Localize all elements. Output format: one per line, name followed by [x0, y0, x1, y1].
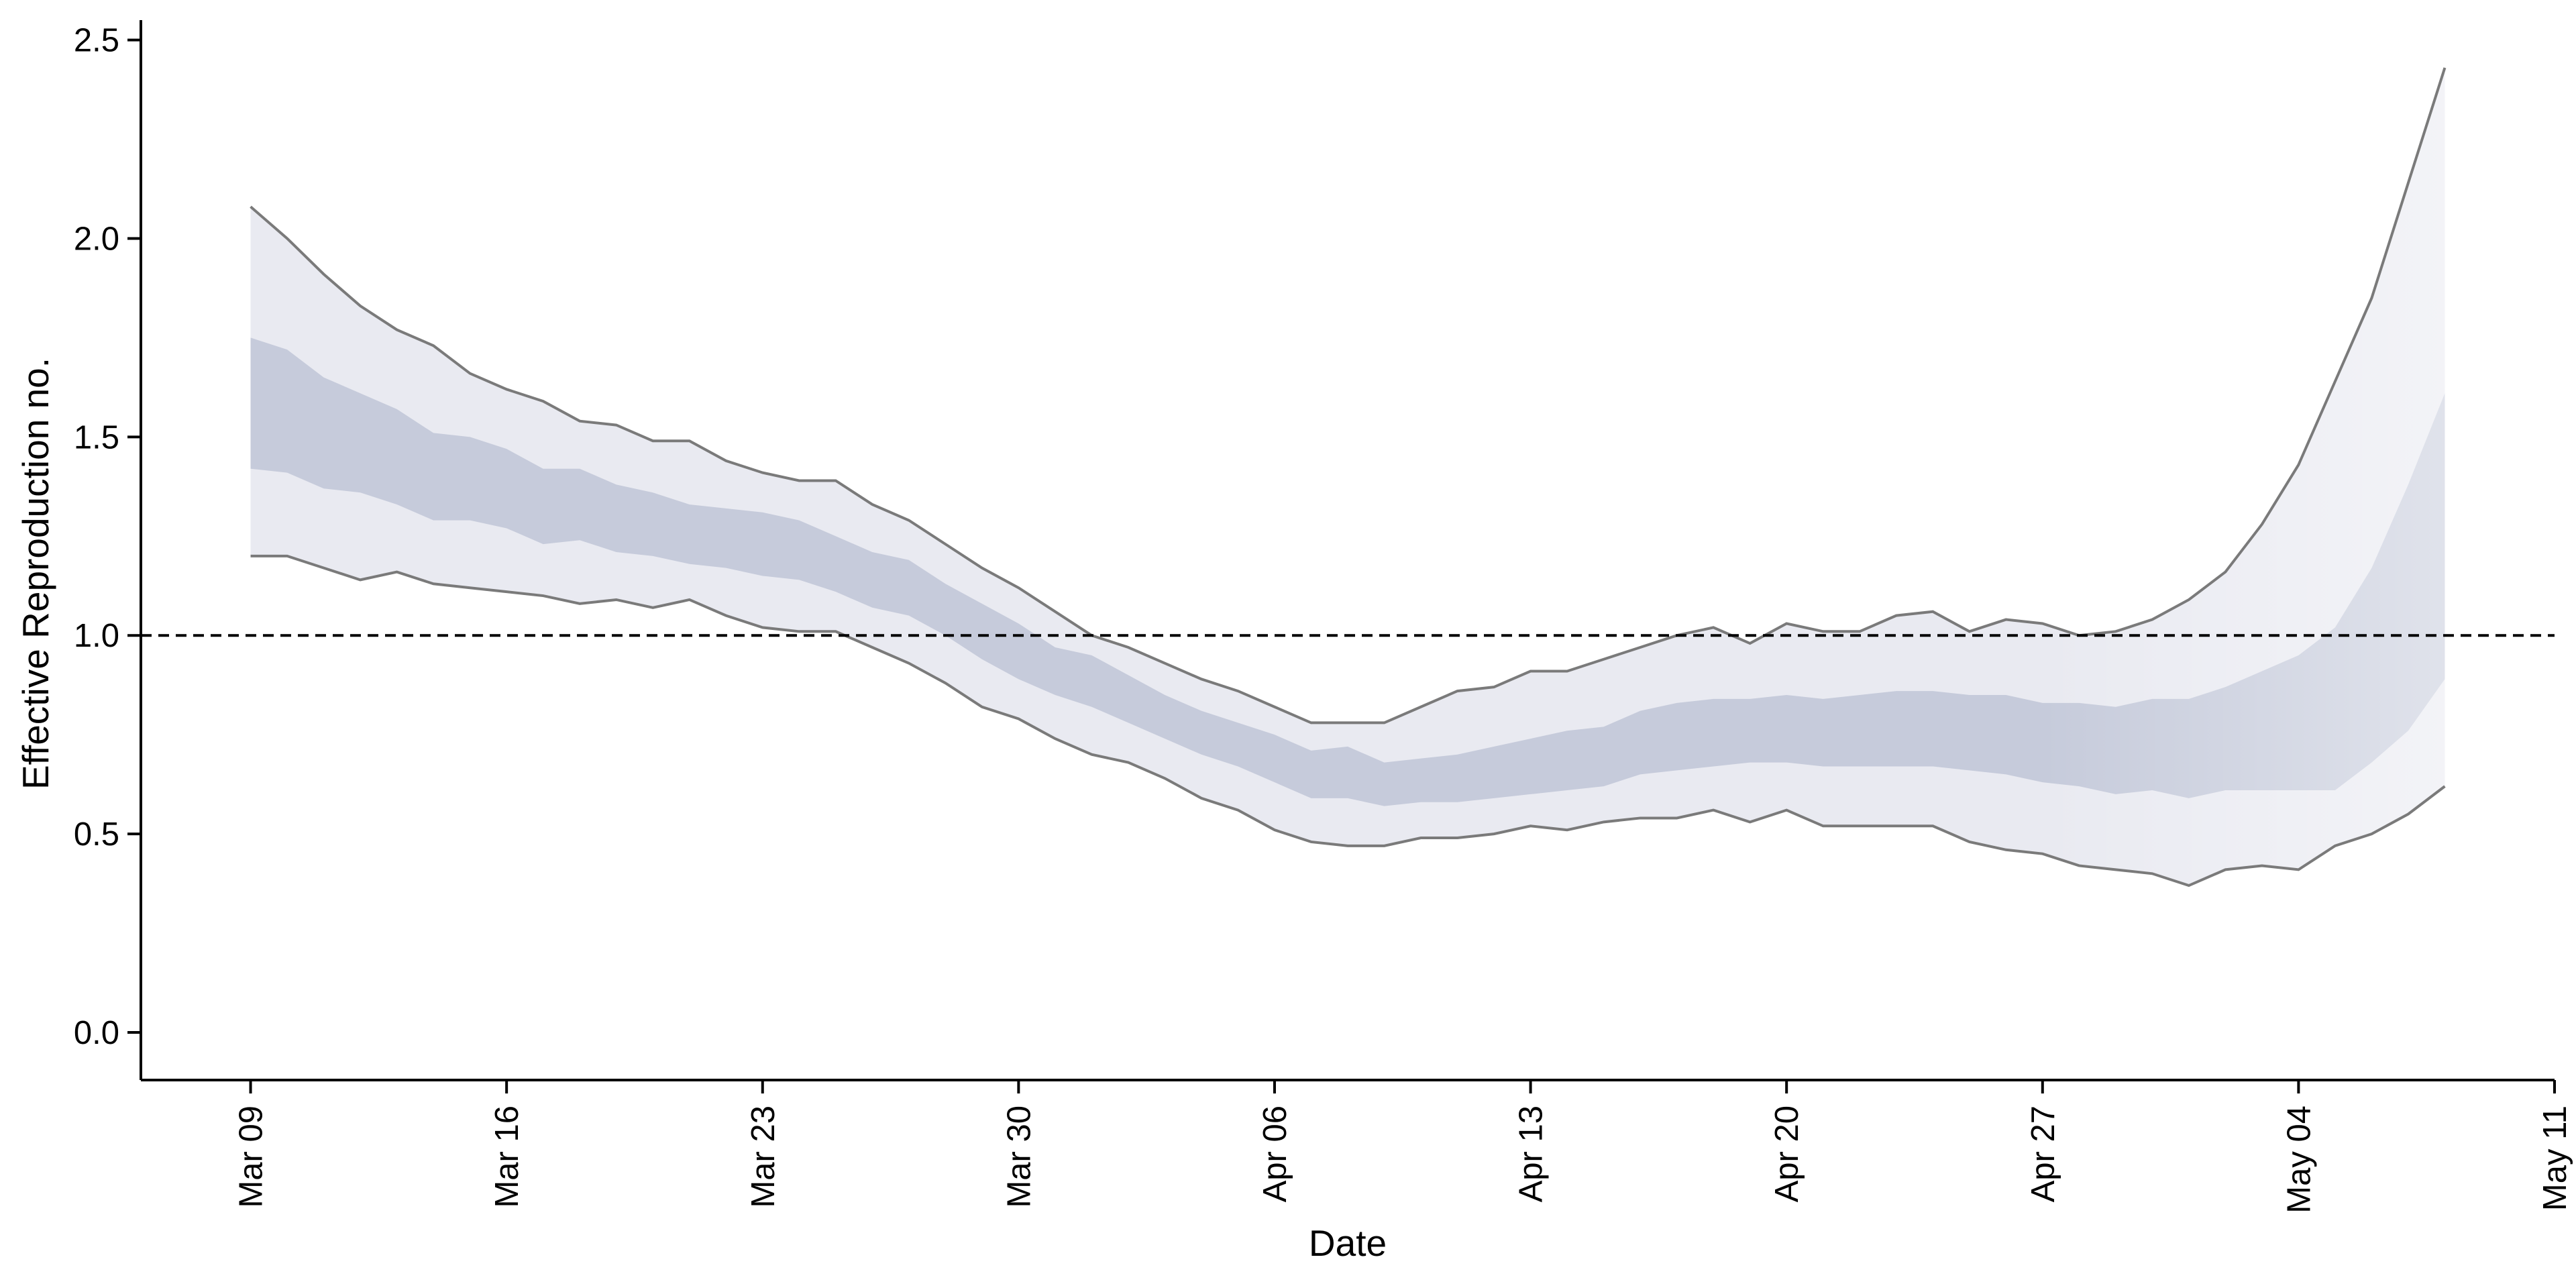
x-tick-label: Mar 09 [233, 1106, 270, 1208]
y-tick-label: 2.5 [74, 23, 119, 59]
x-tick-label: May 11 [2537, 1106, 2573, 1211]
y-axis-ticks: 0.0 0.5 1.0 1.5 2.0 2.5 [74, 23, 141, 1051]
y-tick-label: 1.0 [74, 618, 119, 654]
x-tick-label: Apr 20 [1769, 1106, 1805, 1202]
x-tick-label: May 04 [2281, 1106, 2317, 1214]
x-axis-ticks: Mar 09 Mar 16 Mar 23 Mar 30 Apr 06 Apr 13 Apr … [233, 1080, 2573, 1214]
y-tick-label: 0.0 [74, 1015, 119, 1051]
axes [140, 20, 2555, 1081]
y-tick-label: 1.5 [74, 419, 119, 455]
x-tick-label: Apr 06 [1257, 1106, 1293, 1202]
credible-interval-bands [250, 20, 2446, 1080]
outer-lower-line [250, 554, 2446, 888]
x-tick-label: Apr 13 [1513, 1106, 1550, 1202]
outer-interval-band [250, 68, 2445, 886]
y-axis-title: Effective Reproduction no. [15, 358, 56, 790]
x-tick-label: Mar 16 [489, 1106, 525, 1208]
y-tick-label: 2.0 [74, 221, 119, 257]
x-tick-label: Mar 30 [1001, 1106, 1037, 1208]
x-tick-label: Mar 23 [745, 1106, 782, 1208]
y-tick-label: 0.5 [74, 816, 119, 853]
x-axis-title: Date [1309, 1222, 1387, 1264]
x-tick-label: Apr 27 [2025, 1106, 2061, 1202]
forecast-fade-overlay [2042, 20, 2446, 1080]
